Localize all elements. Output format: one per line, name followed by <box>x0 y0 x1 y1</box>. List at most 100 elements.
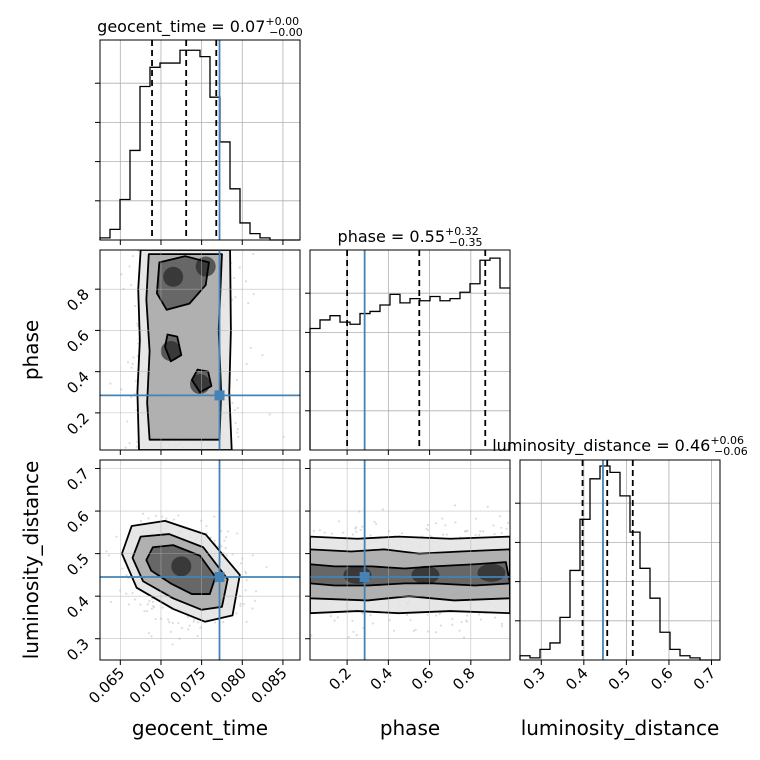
scatter-point-geocent_time-luminosity_distance <box>139 519 143 523</box>
scatter-point-phase-luminosity_distance <box>371 622 374 625</box>
truth-marker-geocent_time-phase <box>214 390 225 401</box>
contour-inner-4 <box>190 368 213 394</box>
ytick-label-luminosity_distance-3: 0.6 <box>63 507 93 537</box>
scatter-point-geocent_time-luminosity_distance <box>197 621 200 624</box>
scatter-point-phase-luminosity_distance <box>369 534 372 537</box>
scatter-point-phase-luminosity_distance <box>351 619 354 622</box>
scatter-point-phase-luminosity_distance <box>451 617 454 620</box>
scatter-point-geocent_time-luminosity_distance <box>199 626 202 629</box>
scatter-point-phase-luminosity_distance <box>337 520 341 523</box>
scatter-point-geocent_time-luminosity_distance <box>150 635 153 638</box>
scatter-point-geocent_time-luminosity_distance <box>188 624 191 627</box>
scatter-point-geocent_time-phase <box>128 265 131 268</box>
scatter-point-phase-luminosity_distance <box>493 616 497 619</box>
scatter-point-geocent_time-luminosity_distance <box>180 626 184 630</box>
scatter-point-geocent_time-phase <box>236 427 239 431</box>
scatter-point-phase-luminosity_distance <box>462 636 466 639</box>
scatter-point-geocent_time-phase <box>134 379 138 383</box>
scatter-point-geocent_time-luminosity_distance <box>147 517 150 520</box>
ytick-label-phase-3: 0.8 <box>63 285 93 315</box>
joint-frame-phase-luminosity_distance <box>309 459 511 661</box>
scatter-point-phase-luminosity_distance <box>426 613 429 616</box>
scatter-point-phase-luminosity_distance <box>477 613 481 616</box>
scatter-point-geocent_time-luminosity_distance <box>141 512 145 515</box>
scatter-point-geocent_time-luminosity_distance <box>220 545 223 548</box>
scatter-point-geocent_time-luminosity_distance <box>254 599 257 603</box>
scatter-point-geocent_time-luminosity_distance <box>165 517 168 520</box>
scatter-point-geocent_time-luminosity_distance <box>146 603 149 606</box>
scatter-point-geocent_time-luminosity_distance <box>105 550 108 553</box>
scatter-point-geocent_time-luminosity_distance <box>168 621 171 624</box>
scatter-point-geocent_time-phase <box>132 356 135 359</box>
density-core-1 <box>195 256 216 277</box>
scatter-point-phase-luminosity_distance <box>482 530 485 533</box>
scatter-point-geocent_time-luminosity_distance <box>244 589 247 592</box>
scatter-point-geocent_time-luminosity_distance <box>152 606 156 609</box>
scatter-point-geocent_time-phase <box>237 435 240 438</box>
scatter-point-geocent_time-luminosity_distance <box>151 600 155 603</box>
scatter-point-geocent_time-luminosity_distance <box>200 519 203 522</box>
density-core-0 <box>171 556 192 577</box>
scatter-point-geocent_time-phase <box>120 388 123 391</box>
scatter-point-geocent_time-luminosity_distance <box>255 590 258 593</box>
scatter-point-phase-luminosity_distance <box>493 532 496 536</box>
scatter-point-phase-luminosity_distance <box>331 532 334 535</box>
xtick-label-geocent_time-4: 0.085 <box>248 664 291 707</box>
x-axis-label-phase: phase <box>380 716 440 740</box>
ytick-label-phase-1: 0.4 <box>63 368 93 398</box>
scatter-point-phase-luminosity_distance <box>409 619 412 622</box>
joint-panel-geocent_time-luminosity_distance <box>100 460 300 660</box>
scatter-point-phase-luminosity_distance <box>439 624 442 627</box>
scatter-point-geocent_time-luminosity_distance <box>107 554 110 557</box>
scatter-point-phase-luminosity_distance <box>505 527 508 530</box>
scatter-point-geocent_time-luminosity_distance <box>224 546 227 550</box>
scatter-point-phase-luminosity_distance <box>336 616 339 619</box>
ytick-label-luminosity_distance-0: 0.3 <box>63 635 93 665</box>
scatter-point-phase-luminosity_distance <box>466 614 469 617</box>
density-core-0 <box>163 266 184 287</box>
scatter-point-phase-luminosity_distance <box>441 533 445 536</box>
scatter-point-geocent_time-phase <box>235 378 238 382</box>
scatter-point-geocent_time-luminosity_distance <box>244 570 247 573</box>
scatter-point-phase-luminosity_distance <box>478 533 481 537</box>
scatter-point-geocent_time-phase <box>252 252 255 255</box>
scatter-point-phase-luminosity_distance <box>466 620 469 623</box>
scatter-point-geocent_time-luminosity_distance <box>245 579 248 582</box>
scatter-point-phase-luminosity_distance <box>479 530 482 533</box>
xtick-label-luminosity_distance-2: 0.5 <box>605 664 635 694</box>
scatter-point-phase-luminosity_distance <box>492 524 495 527</box>
y-axis-label-phase: phase <box>19 320 43 380</box>
scatter-point-geocent_time-phase <box>130 366 133 369</box>
scatter-point-geocent_time-luminosity_distance <box>196 635 199 638</box>
hist-panel-phase <box>305 249 511 451</box>
hist-panel-luminosity_distance <box>515 459 721 661</box>
xtick-label-phase-0: 0.2 <box>325 664 355 694</box>
scatter-point-phase-luminosity_distance <box>441 517 444 520</box>
scatter-point-phase-luminosity_distance <box>355 526 358 529</box>
scatter-point-geocent_time-phase <box>130 395 133 399</box>
scatter-point-geocent_time-phase <box>252 292 255 296</box>
hist-frame-luminosity_distance <box>519 459 721 661</box>
scatter-point-geocent_time-phase <box>230 298 234 301</box>
scatter-point-geocent_time-luminosity_distance <box>239 604 242 608</box>
scatter-point-phase-luminosity_distance <box>466 529 469 532</box>
ytick-label-phase-2: 0.6 <box>63 327 93 357</box>
scatter-point-geocent_time-phase <box>261 354 264 357</box>
scatter-point-geocent_time-luminosity_distance <box>205 524 208 528</box>
scatter-point-geocent_time-luminosity_distance <box>242 603 246 606</box>
scatter-point-geocent_time-luminosity_distance <box>244 572 248 575</box>
scatter-point-phase-luminosity_distance <box>310 634 313 637</box>
scatter-point-geocent_time-luminosity_distance <box>125 592 128 595</box>
scatter-point-geocent_time-phase <box>126 361 130 364</box>
scatter-point-phase-luminosity_distance <box>354 527 357 530</box>
scatter-point-geocent_time-phase <box>245 363 248 366</box>
scatter-point-geocent_time-luminosity_distance <box>223 539 226 542</box>
scatter-point-geocent_time-luminosity_distance <box>186 615 190 619</box>
xtick-label-luminosity_distance-4: 0.7 <box>690 664 720 694</box>
scatter-point-phase-luminosity_distance <box>438 612 441 615</box>
ytick-label-luminosity_distance-2: 0.5 <box>63 550 93 580</box>
scatter-point-geocent_time-luminosity_distance <box>177 514 180 517</box>
scatter-point-phase-luminosity_distance <box>435 614 438 617</box>
scatter-point-phase-luminosity_distance <box>369 614 372 617</box>
